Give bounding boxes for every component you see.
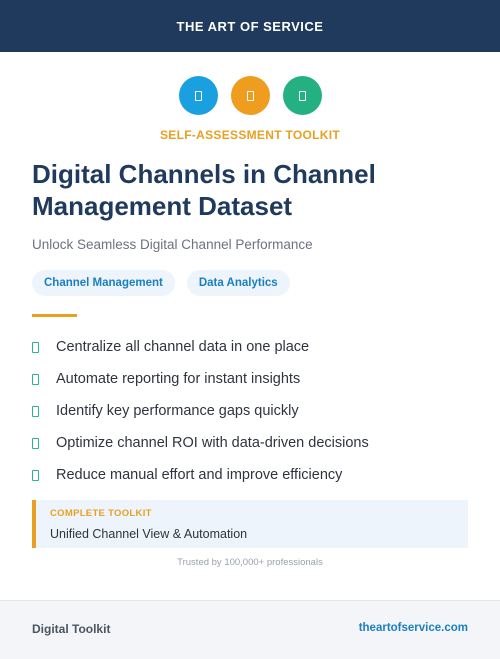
check-icon bbox=[32, 469, 39, 481]
toolkit-callout: COMPLETE TOOLKIT Unified Channel View & … bbox=[32, 500, 468, 548]
feature-text: Centralize all channel data in one place bbox=[56, 339, 310, 355]
feature-text: Automate reporting for instant insights bbox=[56, 371, 301, 387]
feature-item: Reduce manual effort and improve efficie… bbox=[32, 459, 369, 491]
toolkit-kicker: SELF-ASSESSMENT TOOLKIT bbox=[159, 128, 341, 142]
footer-bar: Digital Toolkit theartofservice.com bbox=[0, 600, 500, 659]
icon-row bbox=[0, 76, 500, 115]
feature-text: Optimize channel ROI with data-driven de… bbox=[56, 435, 369, 451]
callout-label: COMPLETE TOOLKIT bbox=[50, 508, 152, 519]
accent-divider bbox=[32, 314, 77, 317]
brand-title: THE ART OF SERVICE bbox=[176, 18, 324, 34]
subtitle: Unlock Seamless Digital Channel Performa… bbox=[32, 237, 313, 252]
feature-item: Identify key performance gaps quickly bbox=[32, 395, 369, 427]
tag-list: Channel Management Data Analytics bbox=[32, 270, 290, 296]
check-icon bbox=[32, 437, 39, 449]
feature-list: Centralize all channel data in one place… bbox=[32, 331, 369, 491]
feature-text: Identify key performance gaps quickly bbox=[56, 403, 299, 419]
document-icon bbox=[230, 76, 270, 115]
footer-label: Digital Toolkit bbox=[32, 622, 111, 636]
header-bar: THE ART OF SERVICE bbox=[0, 0, 500, 52]
callout-value: Unified Channel View & Automation bbox=[50, 527, 248, 541]
document-icon bbox=[178, 76, 218, 115]
check-icon bbox=[32, 341, 39, 353]
page-title: Digital Channels in Channel Management D… bbox=[32, 159, 376, 221]
tag-channel-management: Channel Management bbox=[32, 270, 175, 296]
trusted-note: Trusted by 100,000+ professionals bbox=[177, 557, 323, 568]
feature-text: Reduce manual effort and improve efficie… bbox=[56, 467, 343, 483]
check-icon bbox=[32, 405, 39, 417]
feature-item: Centralize all channel data in one place bbox=[32, 331, 369, 363]
feature-item: Optimize channel ROI with data-driven de… bbox=[32, 427, 369, 459]
feature-item: Automate reporting for instant insights bbox=[32, 363, 369, 395]
website-link[interactable]: theartofservice.com bbox=[358, 622, 468, 634]
check-icon bbox=[32, 373, 39, 385]
document-icon bbox=[282, 76, 322, 115]
tag-data-analytics: Data Analytics bbox=[186, 270, 290, 296]
